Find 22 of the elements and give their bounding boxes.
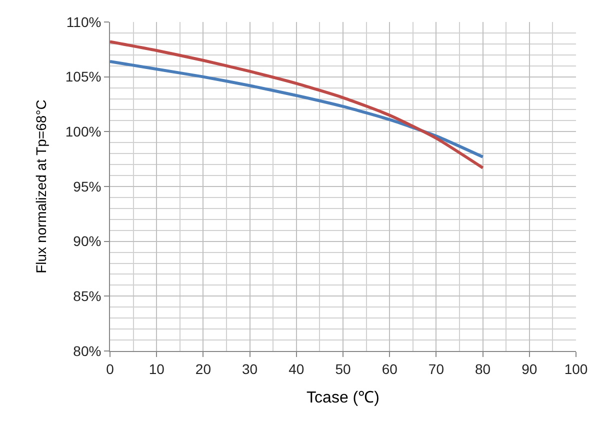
x-axis-title: Tcase (℃)	[306, 390, 380, 406]
y-tick-label: 90%	[73, 233, 102, 250]
x-tick-label: 40	[288, 360, 304, 377]
x-tick-label: 60	[382, 360, 398, 377]
x-tick-label: 50	[335, 360, 351, 377]
x-tick-label: 0	[106, 360, 114, 377]
y-axis-title: Flux normalized at Tp=68°C	[32, 100, 49, 274]
x-tick-label: 100	[564, 360, 588, 377]
x-tick-label: 10	[148, 360, 165, 377]
line-series	[110, 60, 484, 158]
y-tick-label: 80%	[73, 342, 102, 359]
x-tick-label: 70	[428, 360, 444, 377]
line-series	[110, 40, 484, 170]
y-tick-label: 95%	[73, 178, 102, 194]
y-tick-label: 110%	[66, 14, 102, 30]
x-tick-label: 20	[195, 360, 212, 377]
x-tick-label: 30	[242, 360, 258, 377]
x-tick-label: 90	[522, 360, 538, 377]
y-tick-label: 100%	[65, 124, 102, 140]
x-tick-label: 80	[475, 360, 491, 377]
y-tick-label: 85%	[73, 288, 102, 304]
y-tick-label: 105%	[65, 68, 102, 85]
